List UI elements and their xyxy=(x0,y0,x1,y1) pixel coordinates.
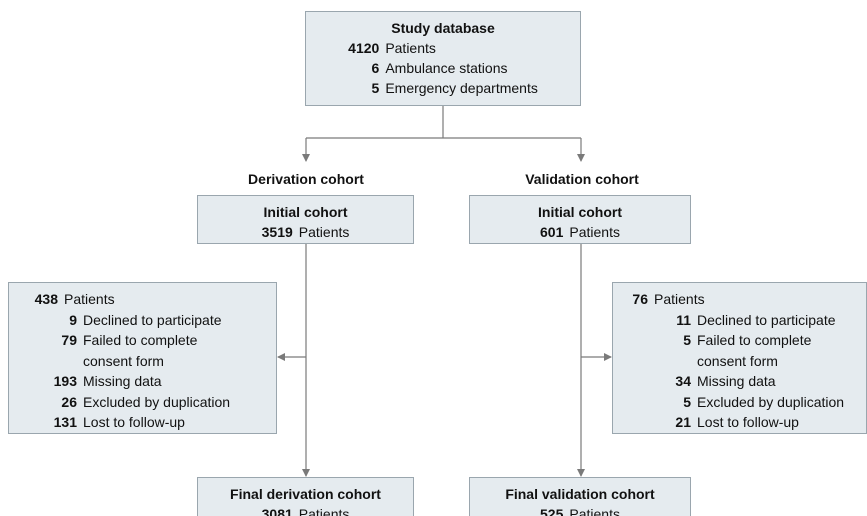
reason-text: consent form xyxy=(697,352,778,369)
reason-number: 79 xyxy=(61,332,77,348)
reason-row: 5 Failed to complete consent form xyxy=(623,330,856,371)
reason-number: 5 xyxy=(683,393,691,410)
count-row: 601 Patients xyxy=(540,222,620,242)
reason-label: Missing data xyxy=(697,371,776,392)
item-label: Patients xyxy=(385,40,436,56)
reason-label: Excluded by duplication xyxy=(697,392,844,413)
reason-text: Missing data xyxy=(697,373,776,389)
count-number: 3081 xyxy=(261,506,293,516)
item-number: 5 xyxy=(371,80,380,96)
reason-text: Lost to follow-up xyxy=(83,414,185,430)
reason-row: 5 Excluded by duplication xyxy=(623,392,856,413)
exclusion-box: 76 Patients 11 Declined to participate 5 Fail… xyxy=(612,282,867,434)
count-number: 601 xyxy=(540,224,564,240)
exclusion-number: 438 xyxy=(34,291,58,307)
reason-label: Declined to participate xyxy=(83,310,222,331)
initial-cohort-box: Initial cohort 3519 Patients xyxy=(197,195,414,244)
reason-row: 131 Lost to follow-up xyxy=(19,412,266,433)
cohort-heading: Validation cohort xyxy=(525,171,639,187)
reason-number: 34 xyxy=(675,373,691,389)
reason-number: 21 xyxy=(675,414,691,430)
reason-text: consent form xyxy=(83,352,164,369)
final-cohort-box: Final validation cohort 525 Patients xyxy=(469,477,691,516)
reason-row: 26 Excluded by duplication xyxy=(19,392,266,413)
reason-label: Missing data xyxy=(83,371,162,392)
reason-number: 193 xyxy=(53,373,77,389)
cohort-heading: Derivation cohort xyxy=(248,171,364,187)
reason-text: Excluded by duplication xyxy=(83,393,231,410)
exclusion-label: Patients xyxy=(64,291,115,307)
box-title: Final derivation cohort xyxy=(230,486,381,502)
exclusion-number: 76 xyxy=(632,291,648,307)
exclusion-total: 438 Patients xyxy=(19,289,266,310)
reason-row: 9 Declined to participate xyxy=(19,310,266,331)
reason-text: Declined to participate xyxy=(83,311,222,328)
reason-row: 34 Missing data xyxy=(623,371,856,392)
reason-number: 11 xyxy=(676,311,691,328)
reason-text: Declined to participate xyxy=(697,311,836,328)
reason-row: 79 Failed to complete consent form xyxy=(19,330,266,371)
item-number: 6 xyxy=(371,60,380,76)
reason-row: 193 Missing data xyxy=(19,371,266,392)
final-cohort-box: Final derivation cohort 3081 Patients xyxy=(197,477,414,516)
count-row: 525 Patients xyxy=(540,504,620,516)
reason-number: 131 xyxy=(53,414,77,430)
count-label: Patients xyxy=(298,506,350,516)
reason-number: 26 xyxy=(61,393,77,410)
item-list: 4120 Patients 6 Ambulance stations 5 Emergenc… xyxy=(348,38,538,98)
reason-number: 9 xyxy=(69,311,77,328)
reason-label: Lost to follow-up xyxy=(83,412,185,433)
reason-label: Excluded by duplication xyxy=(83,392,230,413)
count-row: 3081 Patients xyxy=(262,504,350,516)
exclusion-label: Patients xyxy=(654,291,705,307)
exclusion-box: 438 Patients 9 Declined to participate 79 Fai… xyxy=(8,282,277,434)
count-label: Patients xyxy=(298,224,350,240)
item-label: Ambulance stations xyxy=(385,60,508,76)
count-label: Patients xyxy=(569,224,620,240)
reason-text: Lost to follow-up xyxy=(697,414,799,430)
reason-label: Declined to participate xyxy=(697,310,836,331)
count-label: Patients xyxy=(569,506,620,516)
reason-text: Failed to complete xyxy=(83,332,198,348)
reason-text: Missing data xyxy=(83,373,162,389)
box-title: Initial cohort xyxy=(538,204,622,220)
reason-text: Excluded by duplication xyxy=(697,393,845,410)
reason-row: 21 Lost to follow-up xyxy=(623,412,856,433)
item-number: 4120 xyxy=(348,40,380,56)
reason-label: Failed to complete consent form xyxy=(83,330,197,371)
study-database-box: Study database 4120 Patients 6 Ambulance sta… xyxy=(305,11,581,106)
reason-row: 11 Declined to participate xyxy=(623,310,856,331)
box-title: Study database xyxy=(391,20,495,36)
initial-cohort-box: Initial cohort 601 Patients xyxy=(469,195,691,244)
box-title: Final validation cohort xyxy=(505,486,655,502)
reason-label: Failed to complete consent form xyxy=(697,330,811,371)
exclusion-total: 76 Patients xyxy=(623,289,856,310)
reason-number: 5 xyxy=(683,332,691,348)
count-row: 3519 Patients xyxy=(262,222,350,242)
reason-text: Failed to complete xyxy=(697,332,812,348)
item-label: Emergency departments xyxy=(385,80,538,96)
reason-label: Lost to follow-up xyxy=(697,412,799,433)
count-number: 3519 xyxy=(261,224,293,240)
count-number: 525 xyxy=(540,506,564,516)
box-title: Initial cohort xyxy=(263,204,348,220)
